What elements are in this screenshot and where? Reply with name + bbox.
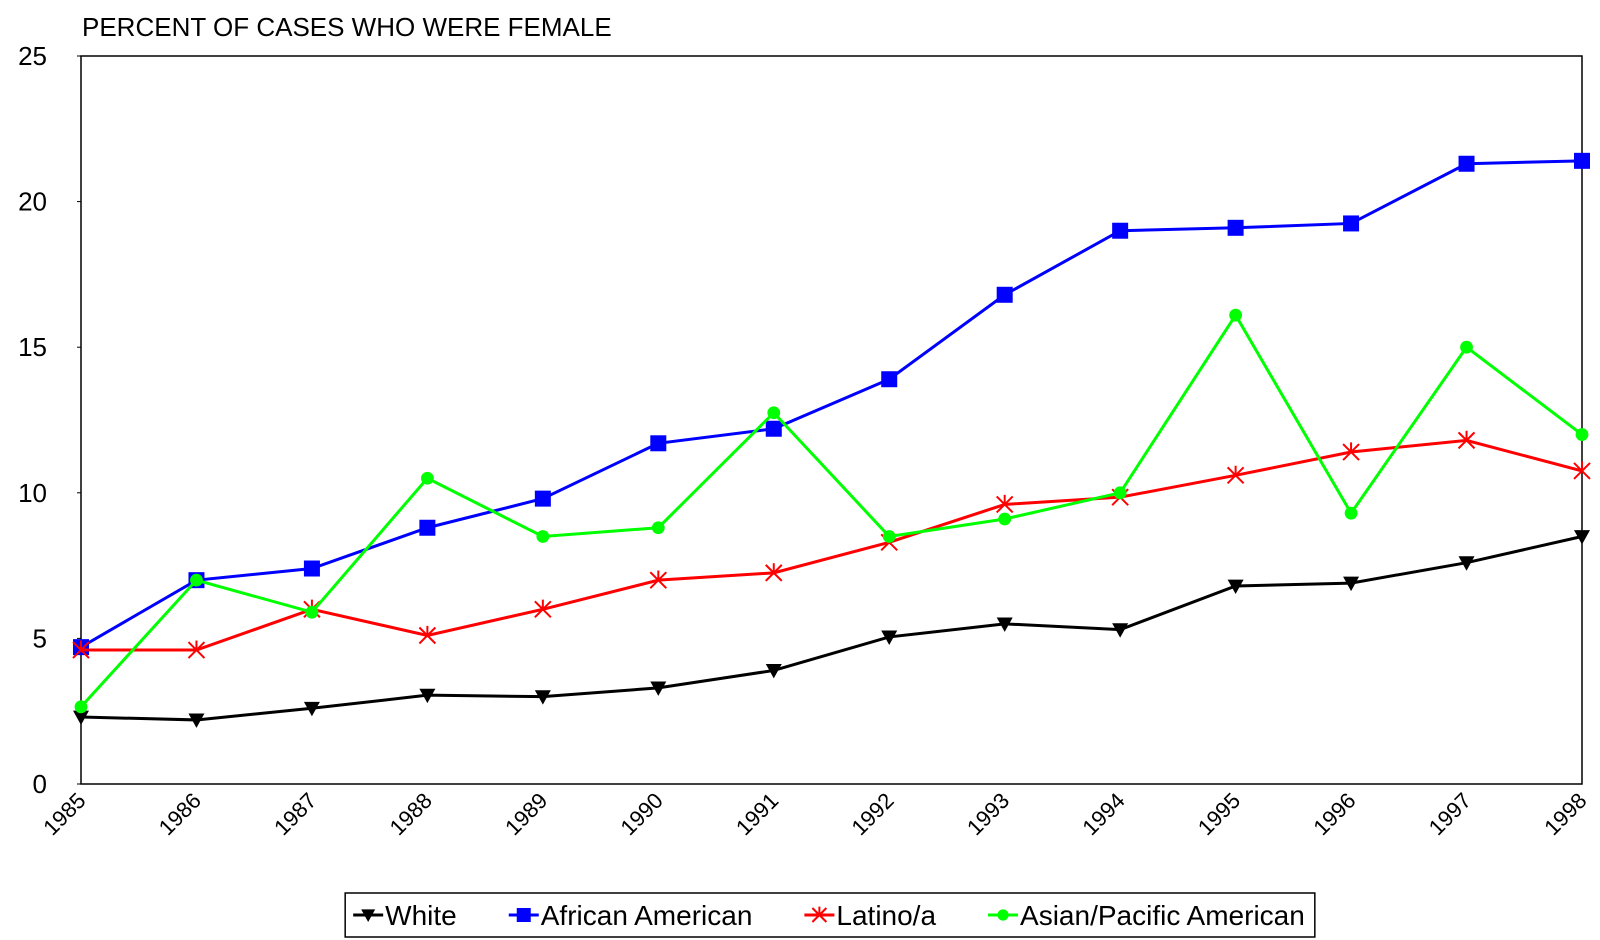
marker <box>651 521 665 535</box>
marker <box>190 573 203 587</box>
x-tick-label: 1987 <box>269 788 321 840</box>
legend-label: Asian/Pacific American <box>1020 900 1305 931</box>
x-tick-label: 1995 <box>1193 788 1245 840</box>
marker <box>649 570 668 589</box>
y-tick-label: 15 <box>18 332 47 362</box>
marker <box>516 908 531 922</box>
x-tick-label: 1992 <box>846 788 898 840</box>
series-line <box>79 312 1583 708</box>
marker <box>811 906 828 923</box>
marker <box>650 681 667 696</box>
marker <box>420 471 434 485</box>
x-tick-label: 1994 <box>1077 788 1129 840</box>
x-tick-label: 1998 <box>1539 788 1591 840</box>
marker <box>303 560 320 577</box>
y-tick-label: 20 <box>18 187 47 217</box>
marker <box>188 713 205 728</box>
marker <box>1227 579 1244 594</box>
marker <box>995 494 1014 514</box>
marker <box>1112 222 1129 239</box>
legend-label: Latino/a <box>836 900 936 931</box>
marker <box>765 563 783 582</box>
marker <box>1458 155 1475 172</box>
marker <box>1460 340 1473 354</box>
marker <box>1457 430 1476 450</box>
marker <box>996 617 1013 632</box>
legend-label: African American <box>541 900 753 931</box>
marker <box>305 605 319 619</box>
marker <box>882 530 896 543</box>
marker <box>418 625 437 645</box>
legend: White African American Latino/a Asian/Pacif… <box>344 892 1316 938</box>
marker <box>419 688 436 704</box>
marker <box>881 630 898 645</box>
x-tick-label: 1989 <box>500 788 552 840</box>
marker <box>1343 215 1360 232</box>
marker <box>74 700 88 714</box>
marker <box>1343 576 1360 592</box>
marker <box>881 371 898 388</box>
series-line <box>80 535 1583 722</box>
marker <box>536 530 550 543</box>
x-tick-label: 1986 <box>154 788 206 840</box>
marker <box>1458 556 1475 571</box>
marker <box>1574 152 1590 169</box>
marker <box>187 640 206 659</box>
legend-label: White <box>385 900 457 931</box>
marker <box>1226 465 1245 485</box>
marker <box>1229 308 1243 322</box>
marker <box>997 909 1009 921</box>
chart-title: PERCENT OF CASES WHO WERE FEMALE <box>82 12 612 42</box>
marker <box>73 710 89 726</box>
y-tick-label: 10 <box>18 478 47 508</box>
x-tick-label: 1993 <box>962 788 1014 840</box>
marker <box>419 519 436 536</box>
x-tick-label: 1988 <box>385 788 437 840</box>
marker <box>72 640 90 659</box>
marker <box>765 420 782 437</box>
x-tick-label: 1997 <box>1424 788 1476 840</box>
plot-frame <box>80 55 1583 785</box>
marker <box>1113 486 1127 500</box>
marker <box>998 512 1012 526</box>
marker <box>996 286 1013 303</box>
y-tick-label: 25 <box>18 41 47 71</box>
marker <box>534 599 552 618</box>
marker <box>534 690 551 705</box>
y-tick-label: 5 <box>33 623 47 653</box>
marker <box>1344 506 1358 520</box>
x-tick-label: 1991 <box>731 788 783 840</box>
marker <box>1574 530 1590 545</box>
marker <box>1227 219 1244 236</box>
marker <box>1342 442 1360 461</box>
x-tick-label: 1996 <box>1308 788 1360 840</box>
marker <box>765 664 782 679</box>
marker <box>534 490 551 507</box>
marker <box>1575 428 1589 441</box>
marker <box>303 701 320 717</box>
marker <box>1573 461 1591 480</box>
marker <box>361 909 376 922</box>
marker <box>1112 623 1129 638</box>
x-tick-label: 1990 <box>616 788 668 840</box>
marker <box>650 435 667 452</box>
y-tick-label: 0 <box>33 769 47 799</box>
series-line <box>80 159 1583 649</box>
series-line <box>81 438 1583 652</box>
marker <box>767 406 781 420</box>
